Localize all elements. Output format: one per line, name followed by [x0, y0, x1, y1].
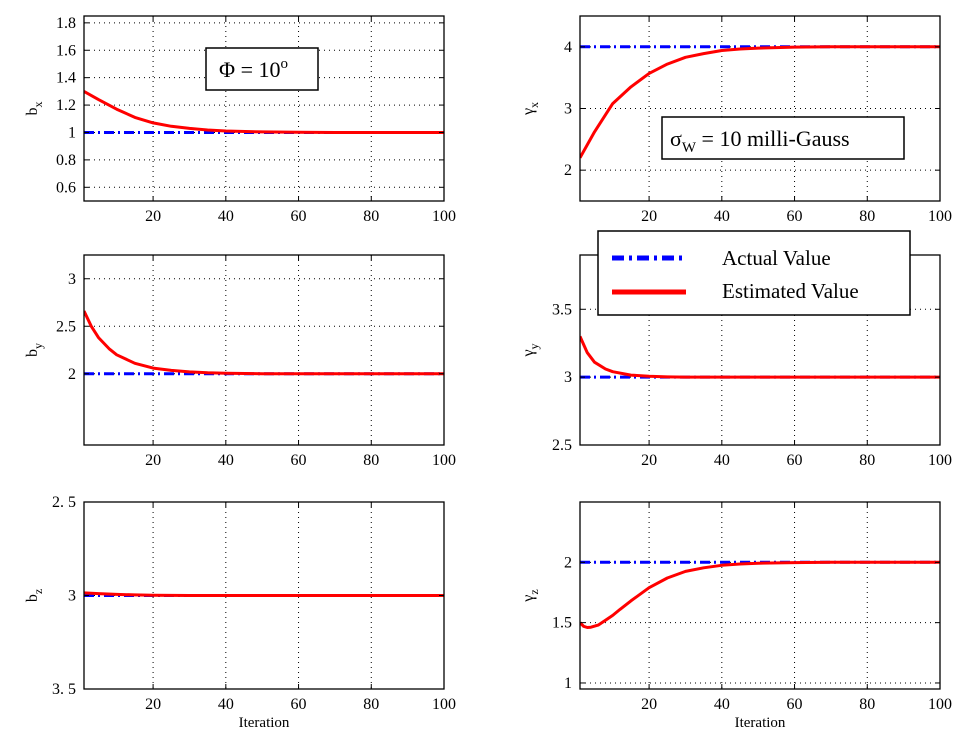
x-tick-label: 40 [218, 208, 234, 225]
y-tick-label: 2 [68, 366, 76, 383]
x-tick-label: 100 [432, 452, 456, 469]
y-tick-label: 1.4 [56, 70, 76, 87]
estimated-value-line [580, 560, 940, 629]
subplot-6: 20 40 60 80 100 1 1.5 2 γz Iteration [520, 501, 952, 731]
x-tick-label: 20 [145, 696, 161, 713]
phi-annotation-text: Φ = 10o [219, 56, 288, 82]
y-tick-label: 0.6 [56, 179, 76, 196]
y-tick-label: 3 [564, 369, 572, 386]
y-tick-label: 2.5 [56, 318, 76, 335]
x-tick-label: 60 [787, 452, 803, 469]
y-tick-label: 2. 5 [52, 494, 76, 511]
y-tick-label: 1 [68, 124, 76, 141]
y-tick-label: 3.5 [552, 301, 572, 318]
x-tick-label: 100 [432, 696, 456, 713]
axes-frame [579, 501, 941, 690]
x-axis-label: Iteration [735, 715, 786, 731]
x-tick-label: 80 [859, 452, 875, 469]
axes-frame [83, 254, 445, 446]
legend-estimated-label: Estimated Value [722, 279, 859, 303]
x-tick-label: 40 [218, 452, 234, 469]
plot-area [580, 502, 940, 689]
estimated-value-line [580, 335, 940, 379]
sigma-annotation: σW = 10 milli-Gauss [661, 116, 905, 160]
axes-frame [83, 15, 445, 202]
x-tick-label: 60 [291, 696, 307, 713]
subplot-2: 20 40 60 80 100 2 3 4 γx [520, 15, 952, 225]
estimated-value-line [84, 310, 444, 376]
phi-annotation-box [205, 47, 319, 91]
x-tick-label: 60 [787, 208, 803, 225]
y-axis-label: γz [520, 589, 541, 602]
x-tick-label: 100 [928, 696, 952, 713]
y-axis-label: bz [24, 589, 45, 602]
x-tick-label: 40 [714, 452, 730, 469]
y-tick-label: 1.6 [56, 42, 76, 59]
x-tick-label: 60 [291, 452, 307, 469]
y-axis-label: bx [24, 102, 45, 116]
y-tick-label: 0.8 [56, 152, 76, 169]
x-tick-label: 20 [145, 208, 161, 225]
x-tick-label: 80 [859, 208, 875, 225]
sigma-annotation-box [661, 116, 905, 160]
legend-actual-label: Actual Value [722, 246, 831, 270]
y-axis-label: γx [520, 102, 541, 116]
y-axis-label: γy [520, 343, 541, 357]
x-tick-label: 80 [363, 208, 379, 225]
x-tick-label: 20 [145, 452, 161, 469]
x-tick-label: 60 [291, 208, 307, 225]
subplot-5: 20 40 60 80 100 2. 5 3 3. 5 bz Iteration [24, 494, 456, 731]
y-tick-label: 3 [564, 101, 572, 118]
sigma-annotation-text: σW = 10 milli-Gauss [670, 126, 850, 156]
phi-annotation: Φ = 10o [205, 47, 319, 91]
estimated-value-line [84, 90, 444, 134]
x-tick-label: 40 [714, 696, 730, 713]
y-tick-label: 2 [564, 162, 572, 179]
x-tick-label: 100 [432, 208, 456, 225]
x-tick-label: 40 [218, 696, 234, 713]
x-axis-label: Iteration [239, 715, 290, 731]
y-tick-label: 1.2 [56, 97, 76, 114]
subplot-3: 20 40 60 80 100 2 2.5 3 by [24, 254, 456, 469]
subplot-1: 20 40 60 80 100 0.6 0.8 1 1.2 1.4 1.6 1.8 bx [24, 15, 456, 225]
legend: Actual Value Estimated Value [597, 230, 911, 316]
y-tick-label: 4 [564, 39, 572, 56]
x-tick-label: 60 [787, 696, 803, 713]
plot-area [84, 255, 444, 445]
y-tick-label: 1 [564, 675, 572, 692]
legend-box [597, 230, 911, 316]
y-tick-label: 1.8 [56, 15, 76, 32]
y-tick-label: 1.5 [552, 615, 572, 632]
y-tick-label: 3. 5 [52, 681, 76, 698]
y-tick-label: 2.5 [552, 437, 572, 454]
x-tick-label: 40 [714, 208, 730, 225]
x-tick-label: 100 [928, 452, 952, 469]
x-tick-label: 100 [928, 208, 952, 225]
x-tick-label: 20 [641, 696, 657, 713]
y-tick-label: 3 [68, 588, 76, 605]
x-tick-label: 80 [363, 452, 379, 469]
plot-area [84, 16, 444, 201]
x-tick-label: 80 [859, 696, 875, 713]
x-tick-label: 20 [641, 452, 657, 469]
x-tick-label: 80 [363, 696, 379, 713]
x-tick-label: 20 [641, 208, 657, 225]
estimated-value-line [580, 45, 940, 159]
y-tick-label: 3 [68, 271, 76, 288]
y-axis-label: by [24, 343, 45, 357]
y-tick-label: 2 [564, 554, 572, 571]
estimated-value-line [84, 591, 444, 597]
